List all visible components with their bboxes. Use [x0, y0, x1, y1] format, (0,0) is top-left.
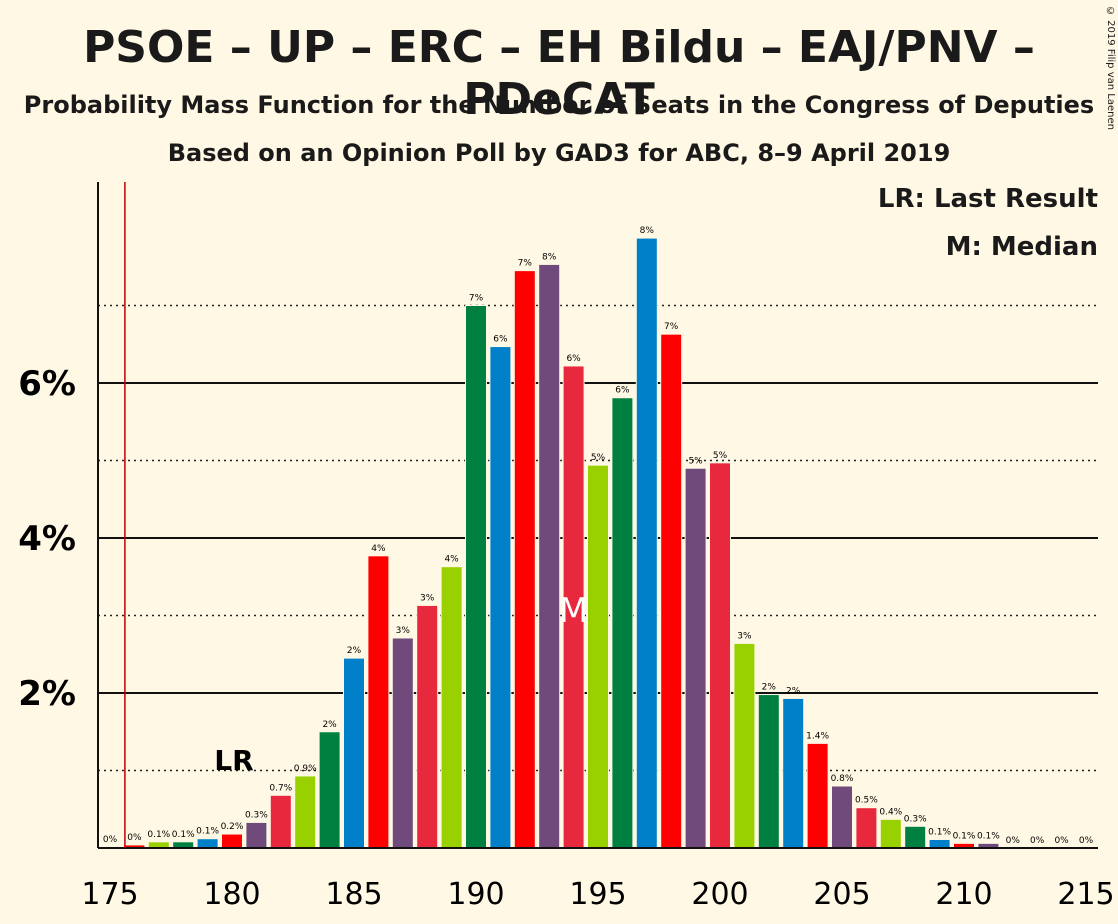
bar-label-seat-199: 5% [688, 456, 703, 466]
bar-label-seat-186: 4% [371, 544, 386, 554]
bar-label-seat-197: 8% [640, 226, 655, 236]
bar-seat-197 [635, 237, 658, 849]
bar-label-seat-196: 6% [615, 386, 630, 396]
bar-seat-184 [318, 731, 341, 849]
bar-seat-199 [684, 467, 707, 849]
bar-label-seat-204: 1.4% [806, 731, 829, 741]
bar-label-seat-209: 0.1% [928, 827, 951, 837]
bar-seat-207 [879, 818, 902, 849]
bar-label-seat-183: 0.9% [294, 764, 317, 774]
x-tick-label: 215 [1057, 877, 1114, 912]
bar-label-seat-202: 2% [762, 683, 777, 693]
y-tick-label: 6% [18, 364, 76, 404]
bar-seat-193 [538, 263, 561, 849]
bar-label-seat-193: 8% [542, 252, 557, 262]
x-tick-label: 205 [813, 877, 870, 912]
bar-label-seat-214: 0% [1054, 836, 1069, 846]
bar-seat-183 [294, 775, 317, 849]
x-tick-label: 185 [325, 877, 382, 912]
bar-label-seat-178: 0.1% [172, 830, 195, 840]
bar-label-seat-191: 6% [493, 335, 508, 345]
bar-seat-179 [196, 838, 219, 849]
x-tick-label: 195 [569, 877, 626, 912]
bar-seat-203 [782, 697, 805, 849]
x-tick-label: 180 [203, 877, 260, 912]
bar-seat-198 [660, 333, 683, 849]
bar-seat-206 [855, 807, 878, 849]
y-tick-label: 4% [18, 519, 76, 559]
last-result-label: LR [214, 744, 253, 777]
bar-label-seat-181: 0.3% [245, 810, 268, 820]
bar-seat-196 [611, 397, 634, 849]
bar-label-seat-189: 4% [444, 555, 459, 565]
x-tick-label: 190 [447, 877, 504, 912]
bar-seat-209 [928, 838, 951, 849]
bar-label-seat-207: 0.4% [879, 807, 902, 817]
x-tick-label: 210 [935, 877, 992, 912]
copyright-note: © 2019 Filip van Laenen [1105, 6, 1116, 130]
bar-label-seat-184: 2% [322, 720, 337, 730]
bar-seat-190 [465, 305, 487, 849]
bar-seat-201 [733, 642, 756, 849]
bar-label-seat-192: 7% [518, 259, 533, 269]
bar-label-seat-195: 5% [591, 453, 606, 463]
marker-layer: LR M [124, 182, 588, 848]
bar-label-seat-182: 0.7% [269, 783, 292, 793]
bar-seat-191 [489, 346, 512, 849]
bar-seat-204 [806, 742, 829, 849]
bar-label-seat-201: 3% [737, 631, 752, 641]
bar-seat-182 [269, 794, 292, 849]
bar-label-seat-180: 0.2% [221, 822, 244, 832]
bar-label-seat-210: 0.1% [953, 831, 976, 841]
x-tick-label: 200 [691, 877, 748, 912]
bar-label-seat-212: 0% [1006, 836, 1021, 846]
y-tick-label: 2% [18, 674, 76, 714]
chart-title: PSOE – UP – ERC – EH Bildu – EAJ/PNV – P… [83, 22, 1035, 125]
legend-median: M: Median [945, 232, 1098, 262]
bar-label-seat-211: 0.1% [977, 831, 1000, 841]
bar-seat-185 [343, 657, 365, 849]
bar-label-seat-198: 7% [664, 322, 679, 332]
bar-label-seat-203: 2% [786, 686, 801, 696]
bar-label-seat-176: 0% [127, 833, 142, 843]
axis-layer: 2% 4% 6% 175 180 185 190 195 200 205 210 215 [18, 182, 1115, 912]
bar-label-seat-175: 0% [103, 835, 118, 845]
chart-subtitle: Probability Mass Function for the Number… [23, 91, 1095, 119]
bar-seat-195 [587, 464, 609, 849]
bar-label-seat-177: 0.1% [147, 830, 170, 840]
bar-label-seat-205: 0.8% [831, 774, 854, 784]
bar-labels-layer: 0% 0.1% 0.1% 0.1% 0.2%0.3%0.7%0.9%2%2%4%3%3%… [103, 226, 1094, 846]
bar-seat-189 [440, 566, 463, 849]
bar-seat-187 [391, 637, 414, 849]
bar-label-seat-190: 7% [469, 294, 484, 304]
bar-seat-186 [367, 555, 390, 849]
bar-label-seat-185: 2% [347, 646, 362, 656]
bar-label-seat-208: 0.3% [904, 814, 927, 824]
bar-seat-188 [416, 604, 439, 849]
bar-label-seat-215: 0% [1079, 836, 1094, 846]
chart-source-note: Based on an Opinion Poll by GAD3 for ABC… [167, 139, 951, 167]
bar-seat-208 [904, 825, 927, 849]
bar-label-seat-179: 0.1% [196, 827, 219, 837]
bar-label-seat-206: 0.5% [855, 796, 878, 806]
bar-label-seat-213: 0% [1030, 836, 1045, 846]
bar-seat-192 [513, 270, 536, 849]
bar-seat-202 [757, 694, 780, 849]
bar-label-seat-187: 3% [396, 626, 411, 636]
bar-seat-200 [709, 462, 731, 849]
bar-seat-180 [221, 833, 243, 849]
bar-seat-205 [831, 785, 853, 849]
x-tick-label: 175 [81, 877, 138, 912]
bar-label-seat-200: 5% [713, 451, 728, 461]
bar-label-seat-188: 3% [420, 593, 435, 603]
legend-last-result: LR: Last Result [877, 184, 1098, 214]
bar-label-seat-194: 6% [566, 354, 581, 364]
bar-seat-181 [245, 821, 268, 849]
median-label: M [559, 591, 588, 631]
bars-layer [123, 237, 1000, 849]
